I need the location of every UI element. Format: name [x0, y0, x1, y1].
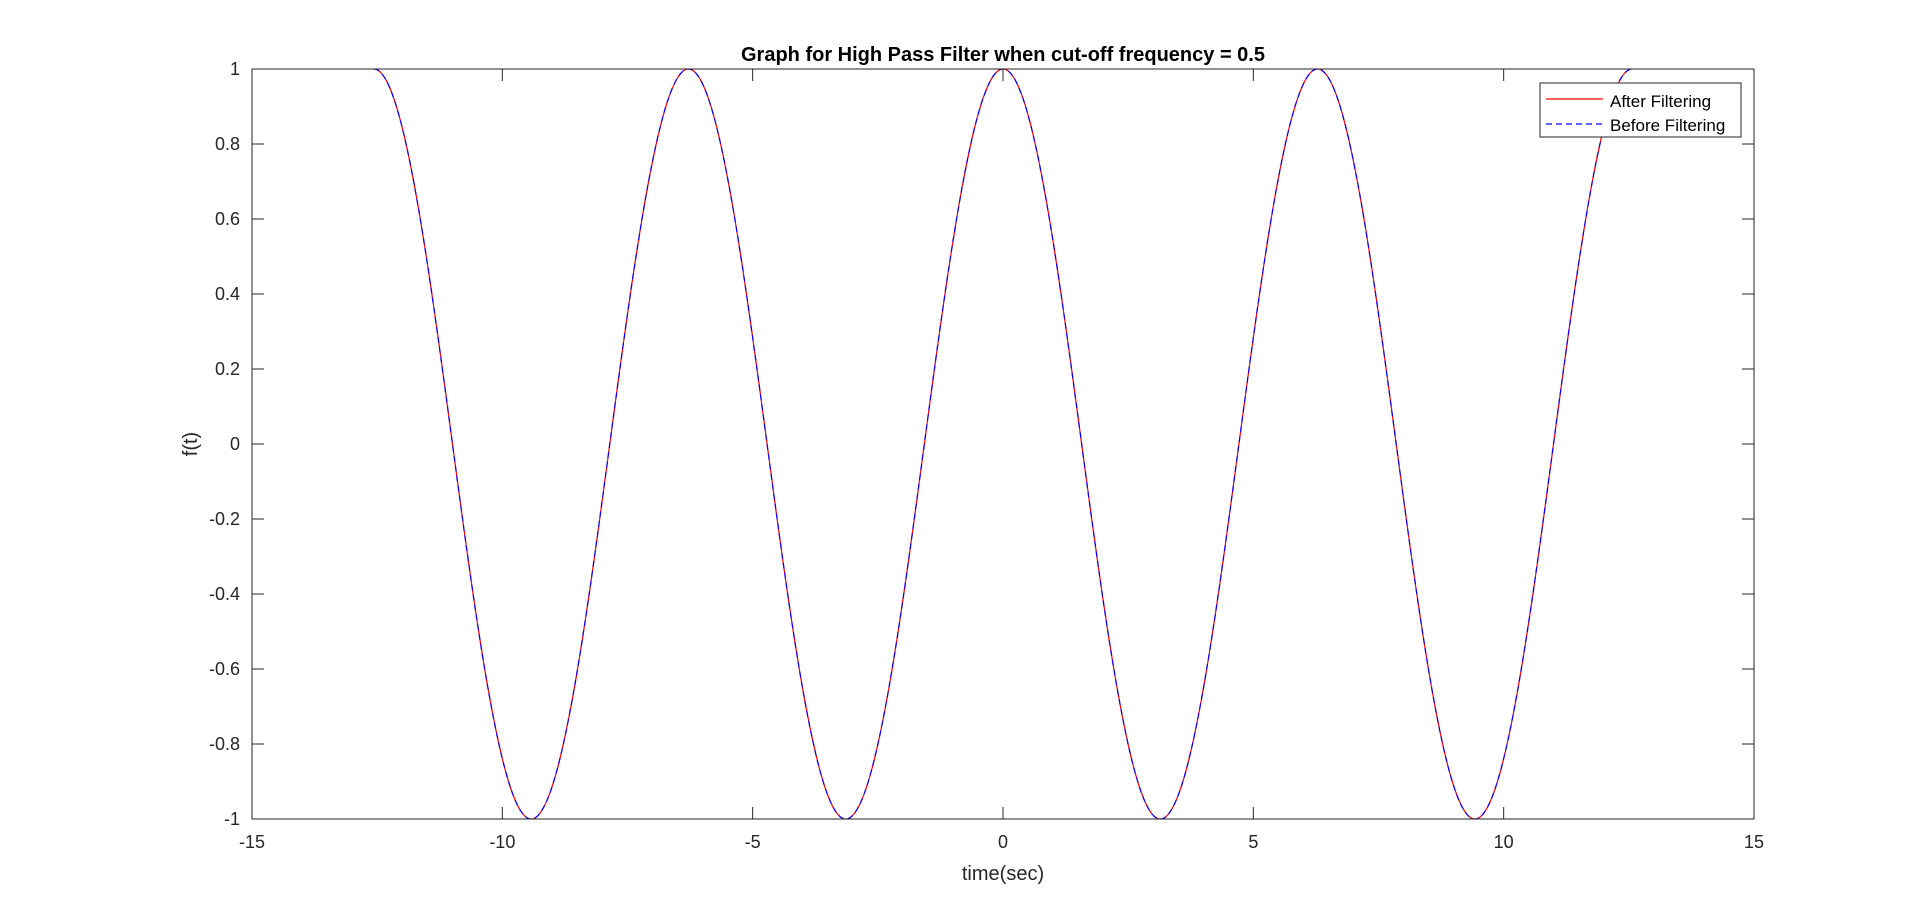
chart-title: Graph for High Pass Filter when cut-off …: [741, 44, 1265, 66]
y-tick-label: -0.6: [209, 659, 240, 679]
y-tick-label: 0: [230, 434, 240, 454]
x-tick-label: 10: [1494, 832, 1514, 852]
y-tick-label: 1: [230, 59, 240, 79]
x-tick-label: 5: [1248, 832, 1258, 852]
legend-box: [1539, 82, 1742, 138]
y-tick-label: 0.6: [215, 209, 240, 229]
x-tick-label: -10: [489, 832, 515, 852]
plot-area: [252, 69, 1754, 819]
y-axis-label: f(t): [180, 432, 202, 456]
legend-label-after-filtering: After Filtering: [1610, 92, 1711, 111]
x-tick-label: -15: [239, 832, 265, 852]
legend: After Filtering Before Filtering: [1539, 82, 1742, 138]
x-axis-label: time(sec): [962, 863, 1044, 885]
x-tick-label: 15: [1744, 832, 1764, 852]
y-tick-label: -1: [224, 809, 240, 829]
y-tick-label: 0.2: [215, 359, 240, 379]
tick-group: -15 -10 -5 0 5 10 15 -1 -0.8 -0.6 -0.4 -0.2 0 0.2 0.4 0…: [209, 59, 1764, 852]
y-tick-label: 0.8: [215, 134, 240, 154]
y-tick-label: -0.8: [209, 734, 240, 754]
y-tick-label: 0.4: [215, 284, 240, 304]
y-tick-label: -0.4: [209, 584, 240, 604]
y-tick-label: -0.2: [209, 509, 240, 529]
x-tick-label: 0: [998, 832, 1008, 852]
legend-label-before-filtering: Before Filtering: [1610, 116, 1725, 135]
x-tick-label: -5: [745, 832, 761, 852]
